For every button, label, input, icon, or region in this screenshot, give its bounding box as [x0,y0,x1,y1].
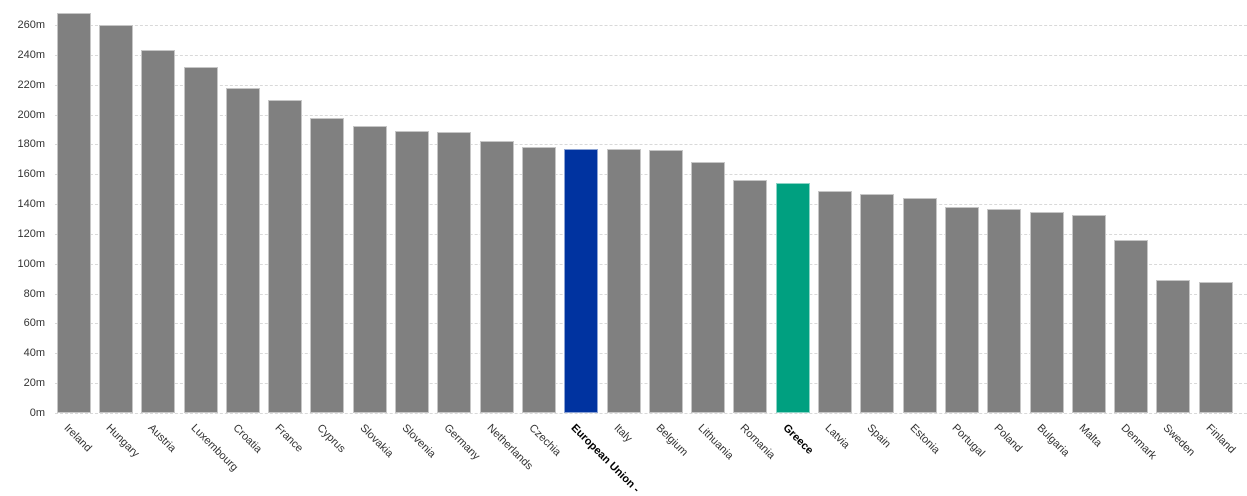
x-axis-label-finland: Finland [1203,422,1238,456]
bar-bulgaria[interactable] [1029,211,1064,413]
gridline [55,84,1247,86]
gridline [55,54,1247,56]
x-axis-label-romania: Romania [737,422,778,462]
x-axis-label-sweden: Sweden [1160,422,1198,459]
gridline [55,144,1247,146]
x-axis-label-italy: Italy [611,422,634,445]
x-axis-label-belgium: Belgium [653,422,690,459]
bar-croatia[interactable] [225,87,260,413]
bar-greece[interactable] [775,183,810,413]
bar-finland[interactable] [1198,281,1233,413]
y-axis-tick-label: 40m [23,347,45,360]
x-axis-label-austria: Austria [145,422,179,455]
y-axis: 0m 20m 40m 60m 80m 100m 120m 140m 160m 180m 200m 22… [0,0,55,419]
bar-italy[interactable] [606,148,641,413]
x-axis-label-slovakia: Slovakia [357,422,396,460]
x-axis-label-cyprus: Cyprus [314,422,349,456]
x-axis: Ireland Hungary Austria Luxembourg Croatia Fr… [55,413,1247,496]
bar-cyprus[interactable] [310,117,345,413]
x-axis-label-germany: Germany [441,422,483,463]
bar-germany[interactable] [437,132,472,413]
x-axis-label-ireland: Ireland [61,422,94,455]
x-axis-label-portugal: Portugal [949,422,987,460]
y-axis-tick-label: 80m [23,287,45,300]
y-axis-tick-label: 120m [17,227,45,240]
bar-poland[interactable] [987,208,1022,413]
y-axis-tick-label: 160m [17,168,45,181]
bar-czechia[interactable] [521,147,556,413]
bar-european-union[interactable] [564,148,599,413]
bar-austria[interactable] [141,50,176,413]
y-axis-tick-label: 180m [17,138,45,151]
bar-france[interactable] [268,99,303,413]
y-axis-tick-label: 60m [23,317,45,330]
x-axis-label-slovenia: Slovenia [399,422,438,461]
y-axis-tick-label: 220m [17,78,45,91]
x-axis-label-lithuania: Lithuania [695,422,736,463]
x-axis-label-denmark: Denmark [1118,422,1159,463]
y-axis-tick-label: 200m [17,108,45,121]
bar-netherlands[interactable] [479,141,514,413]
gridline [55,413,1247,414]
bar-ireland[interactable] [56,13,91,413]
gridline [55,25,1247,26]
bar-belgium[interactable] [648,150,683,413]
x-axis-label-poland: Poland [991,422,1025,455]
y-axis-tick-label: 260m [17,19,45,31]
x-axis-label-malta: Malta [1076,422,1104,450]
bar-hungary[interactable] [98,25,133,413]
y-axis-tick-label: 20m [23,377,45,390]
x-axis-label-bulgaria: Bulgaria [1034,422,1072,460]
bar-lithuania[interactable] [691,162,726,413]
x-axis-label-estonia: Estonia [907,422,942,457]
x-axis-label-hungary: Hungary [103,422,142,460]
y-axis-tick-label: 0m [29,407,45,419]
x-axis-label-spain: Spain [864,422,894,451]
bar-slovakia[interactable] [352,126,387,413]
x-axis-label-greece: Greece [780,422,816,457]
bar-spain[interactable] [860,193,895,413]
y-axis-tick-label: 140m [17,198,45,211]
x-axis-label-latvia: Latvia [822,422,852,452]
plot-area [55,0,1247,414]
bar-malta[interactable] [1071,214,1106,413]
bar-denmark[interactable] [1114,239,1149,413]
x-axis-label-france: France [272,422,306,455]
bar-portugal[interactable] [944,207,979,413]
y-axis-tick-label: 240m [17,48,45,61]
bar-sweden[interactable] [1156,280,1191,413]
bar-luxembourg[interactable] [183,66,218,413]
x-axis-label-czechia: Czechia [526,422,563,459]
x-axis-label-croatia: Croatia [230,422,264,456]
y-axis-tick-label: 100m [17,257,45,270]
bar-slovenia[interactable] [395,130,429,413]
bar-romania[interactable] [733,180,768,413]
bar-estonia[interactable] [902,198,937,413]
gridline [55,114,1247,116]
bar-latvia[interactable] [818,190,852,413]
